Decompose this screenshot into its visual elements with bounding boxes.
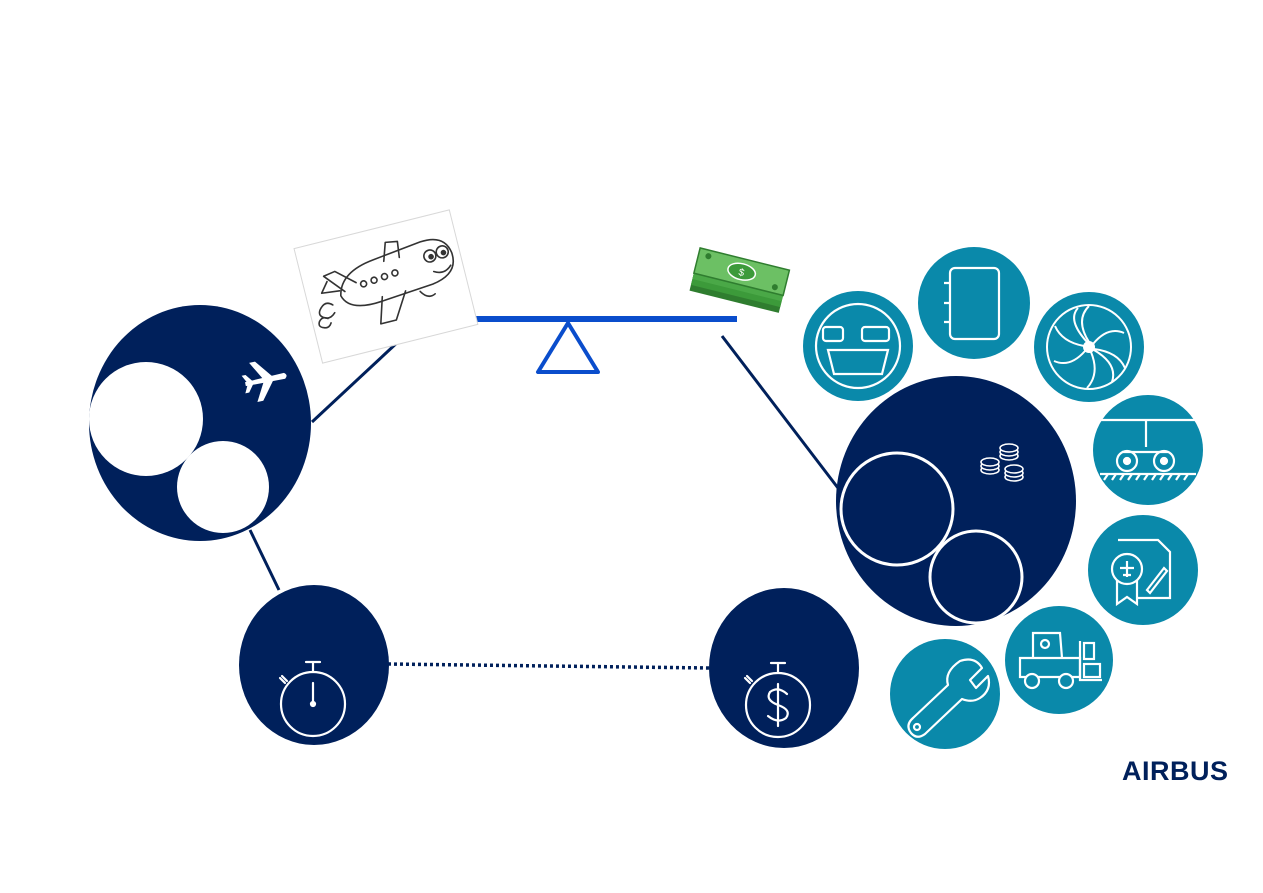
dotted-connector-time-to-cost [387, 662, 711, 670]
connector-balance-to-right-cluster [720, 335, 840, 489]
dollar-stopwatch-icon [743, 661, 812, 739]
engine-fan-icon [1046, 304, 1132, 390]
wrench-icon [907, 658, 991, 738]
balance-scale [400, 316, 737, 374]
satellite-manual [918, 247, 1030, 359]
connector-left-cluster-to-time [248, 529, 281, 591]
coin-stacks-icon [980, 443, 1024, 482]
time-node [239, 585, 389, 745]
forklift-icon [1018, 631, 1102, 690]
satellite-cabin-seats [803, 291, 913, 401]
right-cluster [836, 376, 1076, 626]
right-cluster-inner-circle-small [928, 529, 1024, 625]
right-cluster-inner-circle-large [839, 451, 955, 567]
cost-node-circle [709, 588, 859, 748]
satellite-maintenance [890, 639, 1000, 749]
certificate-icon [1110, 538, 1172, 607]
satellite-forklift [1005, 606, 1113, 714]
connector-left-cluster-to-balance [310, 338, 402, 424]
satellite-landing-gear [1093, 395, 1203, 505]
cost-node [709, 588, 859, 748]
satellite-certificate [1088, 515, 1198, 625]
balance-beam [400, 316, 737, 322]
manual-book-icon [944, 266, 1001, 341]
left-cluster-inner-circle-large [89, 362, 203, 476]
left-cluster [89, 305, 311, 541]
money-stack-icon: $ [689, 247, 791, 313]
svg-text:$: $ [737, 267, 745, 279]
landing-gear-icon [1097, 418, 1199, 481]
cabin-seats-icon [814, 302, 902, 390]
airbus-logo: AIRBUS [1122, 756, 1229, 786]
stopwatch-icon [278, 660, 347, 738]
satellite-engine [1034, 292, 1144, 402]
balance-fulcrum [536, 321, 600, 374]
left-cluster-inner-circle-small [177, 441, 269, 533]
cartoon-airplane-icon [293, 209, 479, 364]
airplane-icon [241, 361, 287, 403]
